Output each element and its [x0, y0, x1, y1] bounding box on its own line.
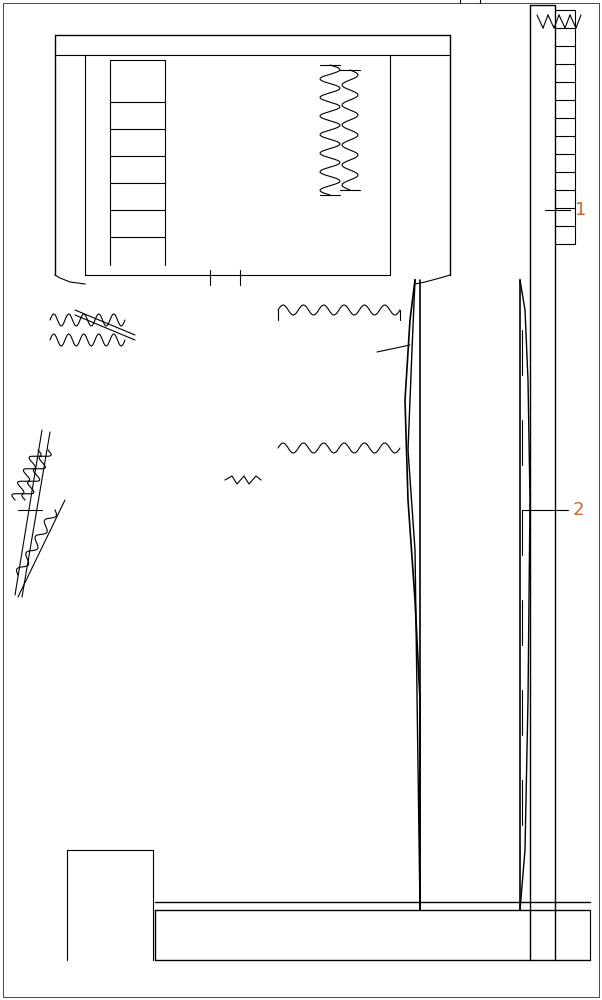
Circle shape	[287, 327, 343, 383]
Bar	[148, 362, 228, 420]
Circle shape	[189, 464, 221, 496]
Circle shape	[197, 472, 213, 488]
Bar	[300, 35, 335, 100]
Bar	[175, 110, 235, 480]
Bar	[418, 913, 457, 957]
Bar	[530, 15, 585, 55]
Circle shape	[225, 231, 233, 239]
Bar	[148, 362, 228, 420]
Bar	[175, 110, 235, 480]
Bar	[210, 902, 265, 910]
Circle shape	[38, 426, 46, 434]
Bar	[305, 65, 330, 110]
Bar	[199, 481, 208, 487]
Circle shape	[15, 594, 21, 600]
Ellipse shape	[112, 150, 164, 162]
Circle shape	[301, 341, 329, 369]
Bar	[415, 910, 460, 960]
Bar	[410, 902, 465, 910]
Ellipse shape	[112, 123, 164, 135]
Ellipse shape	[112, 177, 164, 189]
Bar	[460, 0, 480, 280]
Ellipse shape	[112, 69, 164, 81]
Circle shape	[183, 425, 193, 435]
Ellipse shape	[112, 231, 164, 243]
Text: 1: 1	[575, 201, 586, 219]
Bar	[210, 197, 248, 215]
Ellipse shape	[112, 204, 164, 216]
FancyBboxPatch shape	[125, 315, 250, 410]
Bar	[345, 327, 377, 345]
Circle shape	[216, 48, 240, 72]
Circle shape	[289, 384, 341, 436]
Bar	[188, 481, 197, 487]
Circle shape	[66, 314, 74, 322]
Bar	[305, 902, 360, 910]
Bar	[166, 481, 175, 487]
Bar	[490, 195, 530, 215]
Circle shape	[303, 398, 327, 422]
Circle shape	[59, 494, 71, 506]
Circle shape	[145, 474, 165, 494]
Bar	[55, 306, 77, 320]
Bar	[505, 910, 550, 960]
Bar	[500, 902, 555, 910]
Bar	[155, 481, 164, 487]
Circle shape	[183, 360, 193, 370]
Bar	[177, 481, 186, 487]
Bar	[58, 850, 153, 960]
Bar	[205, 40, 250, 80]
Bar	[350, 340, 362, 350]
Bar	[188, 110, 222, 480]
Bar	[508, 913, 547, 957]
Bar	[155, 678, 253, 698]
Bar	[215, 190, 243, 205]
Circle shape	[222, 54, 234, 66]
Bar	[220, 70, 238, 200]
Bar	[162, 662, 247, 680]
Bar	[55, 35, 85, 270]
Circle shape	[62, 310, 78, 326]
Bar	[215, 910, 260, 960]
Bar	[218, 913, 257, 957]
Bar	[275, 185, 405, 300]
Bar	[108, 267, 166, 275]
Bar	[310, 910, 355, 960]
Circle shape	[11, 590, 25, 604]
Bar	[38, 290, 435, 460]
Ellipse shape	[112, 96, 164, 108]
Circle shape	[64, 339, 76, 351]
Circle shape	[34, 422, 50, 438]
Bar	[390, 35, 450, 270]
Bar	[200, 25, 255, 75]
Bar	[313, 913, 352, 957]
Circle shape	[221, 227, 237, 243]
Bar	[490, 177, 530, 195]
Text: 2: 2	[573, 501, 585, 519]
